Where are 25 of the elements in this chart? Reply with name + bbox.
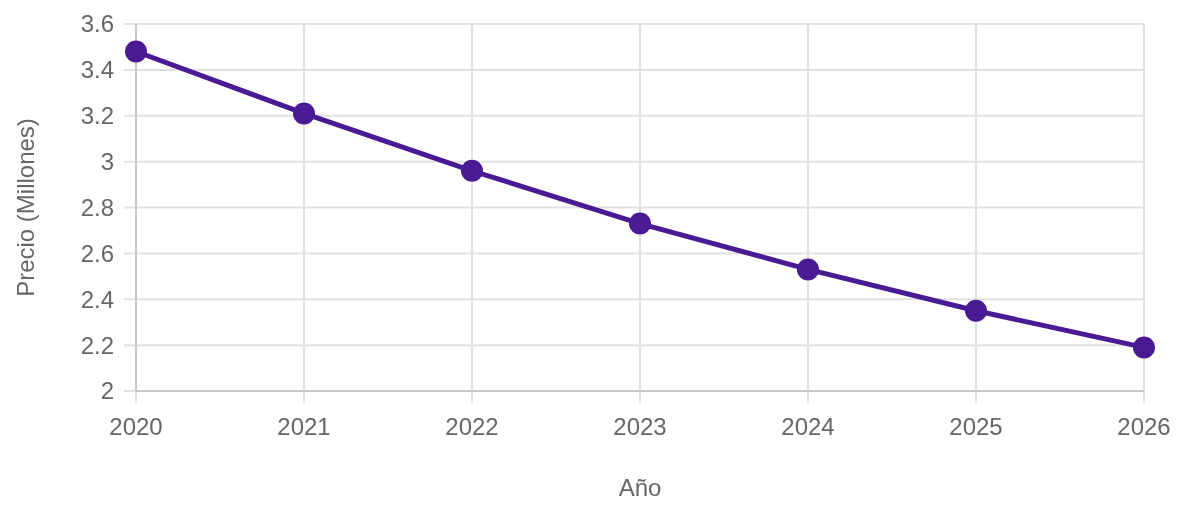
y-tick-label: 3 — [100, 148, 114, 176]
y-tick-label: 2.2 — [80, 331, 114, 359]
point — [125, 40, 147, 63]
y-tick-label: 3.6 — [80, 10, 114, 38]
x-tick-label: 2026 — [1117, 413, 1171, 440]
y-tick-label: 2 — [100, 377, 114, 405]
x-axis-title: Año — [618, 474, 662, 501]
point — [461, 159, 483, 182]
x-tick-label: 2021 — [277, 413, 331, 440]
y-axis-title: Precio (Millones) — [12, 118, 39, 297]
x-tick-label: 2020 — [109, 413, 163, 440]
y-tick-label: 3.2 — [80, 102, 114, 130]
x-tick-label: 2025 — [949, 413, 1003, 440]
point — [629, 212, 651, 235]
y-tick-label: 3.4 — [80, 56, 114, 84]
x-tick-label: 2024 — [781, 413, 835, 440]
point — [293, 102, 315, 125]
x-tick-label: 2022 — [445, 413, 499, 440]
point — [1133, 336, 1155, 359]
x-tick-label: 2023 — [613, 413, 667, 440]
point — [797, 258, 819, 281]
point — [965, 299, 987, 322]
y-tick-label: 2.4 — [80, 285, 114, 313]
y-tick-label: 2.8 — [80, 193, 114, 221]
y-tick-label: 2.6 — [80, 239, 114, 267]
